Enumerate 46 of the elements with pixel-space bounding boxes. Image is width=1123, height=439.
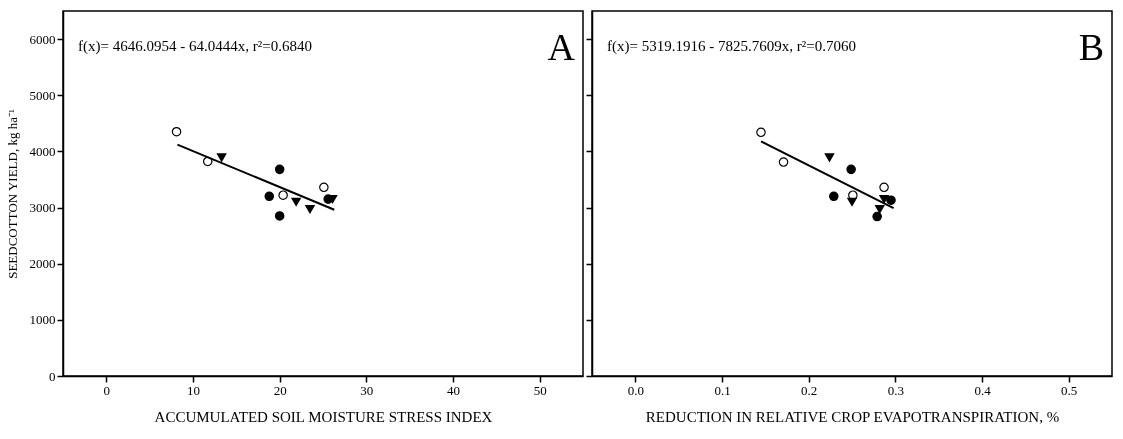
x-tick-label: 50	[533, 382, 547, 398]
x-tick-label: 20	[273, 382, 287, 398]
point	[824, 153, 835, 162]
y-axis-title: SEEDCOTTON YIELD, kg ha⁻¹	[4, 109, 20, 279]
annotation: f(x)= 4646.0954 - 64.0444x, r²=0.6840	[78, 38, 312, 55]
point	[291, 197, 301, 207]
x-tick-label: 30	[360, 382, 374, 398]
x-tick-label: 10	[187, 382, 200, 398]
point	[756, 127, 766, 138]
point	[278, 190, 288, 200]
x-tick-label: 0.0	[627, 382, 644, 398]
point	[829, 191, 839, 202]
point	[879, 182, 889, 193]
x-tick-label: 0.1	[714, 382, 731, 398]
x-axis-title: REDUCTION IN RELATIVE CROP EVAPOTRANSPIRATION, %	[645, 408, 1060, 425]
x-tick-label: 40	[447, 382, 460, 398]
y-tick-label: 5000	[29, 87, 56, 103]
x-tick-label: 0.2	[801, 382, 818, 398]
x-tick-label: 0.4	[974, 382, 992, 398]
point	[264, 191, 275, 202]
point	[274, 211, 285, 221]
point	[886, 195, 896, 206]
y-tick-label: 4000	[29, 143, 56, 159]
annotation: B	[1078, 26, 1104, 68]
point	[778, 157, 789, 167]
y-tick-label: 6000	[29, 31, 56, 47]
y-tick-label: 3000	[29, 200, 56, 216]
point	[216, 153, 227, 162]
point	[874, 205, 885, 214]
annotation: f(x)= 5319.1916 - 7825.7609x, r²=0.7060	[607, 38, 856, 55]
x-tick-label: 0.5	[1061, 382, 1078, 398]
point	[847, 197, 857, 207]
point	[319, 182, 329, 193]
x-tick-label: 0	[103, 382, 111, 398]
point	[305, 205, 315, 214]
x-tick-label: 0.3	[887, 382, 904, 398]
y-tick-label: 0	[49, 368, 56, 384]
annotation: A	[547, 26, 576, 68]
point	[872, 211, 882, 222]
point	[846, 164, 856, 175]
x-axis-title: ACCUMULATED SOIL MOISTURE STRESS INDEX	[154, 408, 493, 425]
point	[171, 126, 182, 137]
point	[274, 164, 285, 175]
y-tick-label: 1000	[29, 312, 56, 328]
point	[879, 194, 889, 204]
y-tick-label: 2000	[29, 256, 56, 272]
